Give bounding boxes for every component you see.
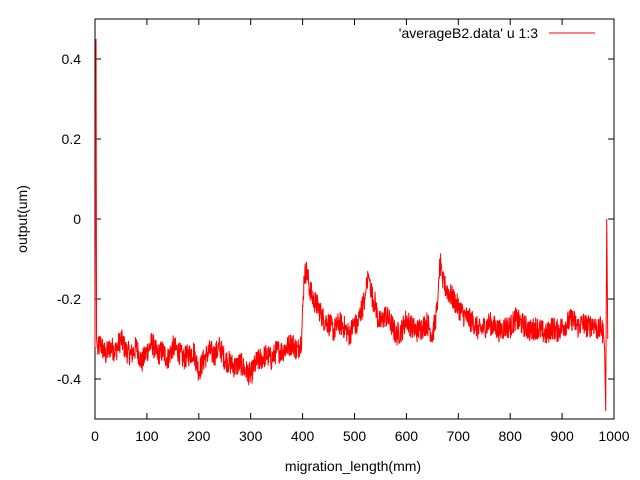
plot-frame — [94, 18, 615, 420]
x-tick-label: 500 — [343, 428, 367, 444]
series-line — [94, 38, 609, 412]
y-tick-label: -0.4 — [57, 371, 81, 387]
x-tick-label: 900 — [550, 428, 574, 444]
y-axis-label: output(um) — [14, 185, 30, 253]
x-tick-label: 600 — [395, 428, 419, 444]
x-tick-label: 100 — [135, 428, 159, 444]
x-tick-label: 700 — [447, 428, 471, 444]
x-tick-label: 1000 — [598, 428, 629, 444]
legend-label: 'averageB2.data' u 1:3 — [399, 25, 538, 41]
y-tick-label: 0.2 — [62, 131, 82, 147]
x-tick-label: 800 — [499, 428, 523, 444]
x-tick-label: 200 — [187, 428, 211, 444]
tick-marks — [94, 19, 615, 419]
y-tick-label: -0.2 — [57, 291, 81, 307]
x-tick-label: 300 — [239, 428, 263, 444]
tick-labels: 0 100 200 300 400 500 600 700 800 900 1000 0.4 0.2 0 -… — [57, 51, 630, 444]
x-tick-label: 0 — [91, 428, 99, 444]
legend: 'averageB2.data' u 1:3 — [399, 25, 595, 41]
y-tick-label: 0.4 — [62, 51, 82, 67]
series-layer — [94, 38, 609, 412]
y-tick-label: 0 — [73, 211, 81, 227]
x-tick-label: 400 — [291, 428, 315, 444]
x-axis-label: migration_length(mm) — [285, 458, 421, 474]
